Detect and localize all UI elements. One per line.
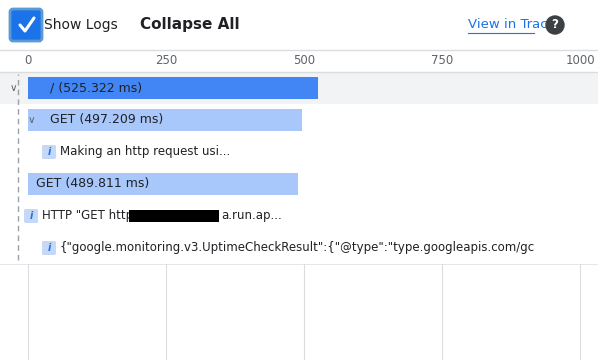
Bar xyxy=(28,173,298,195)
Text: HTTP "GET https://: HTTP "GET https:// xyxy=(42,210,151,222)
Text: 500: 500 xyxy=(293,54,315,68)
Bar xyxy=(0,232,598,264)
Bar xyxy=(0,72,598,104)
Text: 250: 250 xyxy=(155,54,177,68)
Text: {"google.monitoring.v3.UptimeCheckResult":{"@type":"type.googleapis.com/gc: {"google.monitoring.v3.UptimeCheckResult… xyxy=(60,242,535,255)
Text: a.run.ap...: a.run.ap... xyxy=(221,210,282,222)
Text: Show Logs: Show Logs xyxy=(44,18,118,32)
Text: GET (489.811 ms): GET (489.811 ms) xyxy=(36,177,150,190)
Text: ?: ? xyxy=(551,18,559,31)
Text: 1000: 1000 xyxy=(565,54,595,68)
Text: Collapse All: Collapse All xyxy=(140,18,240,32)
FancyBboxPatch shape xyxy=(42,241,56,255)
Bar xyxy=(28,77,318,99)
Bar xyxy=(0,168,598,200)
Bar xyxy=(28,109,303,131)
FancyBboxPatch shape xyxy=(24,209,38,223)
FancyBboxPatch shape xyxy=(42,145,56,159)
Text: i: i xyxy=(29,211,33,221)
Text: ∨: ∨ xyxy=(9,83,17,93)
Text: 0: 0 xyxy=(25,54,32,68)
Text: View in Trace: View in Trace xyxy=(468,18,556,31)
Text: ∨: ∨ xyxy=(27,115,35,125)
Text: i: i xyxy=(47,147,51,157)
FancyBboxPatch shape xyxy=(10,9,42,41)
Text: GET (497.209 ms): GET (497.209 ms) xyxy=(50,113,163,126)
Text: 750: 750 xyxy=(431,54,453,68)
Text: Making an http request usi...: Making an http request usi... xyxy=(60,145,230,158)
Bar xyxy=(0,136,598,168)
Text: / (525.322 ms): / (525.322 ms) xyxy=(50,81,142,94)
Text: i: i xyxy=(47,243,51,253)
Bar xyxy=(129,210,219,222)
Bar xyxy=(0,200,598,232)
Circle shape xyxy=(546,16,564,34)
Bar xyxy=(0,104,598,136)
